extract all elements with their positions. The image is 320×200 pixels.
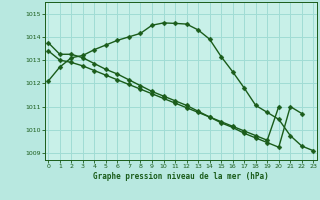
X-axis label: Graphe pression niveau de la mer (hPa): Graphe pression niveau de la mer (hPa) <box>93 172 269 181</box>
